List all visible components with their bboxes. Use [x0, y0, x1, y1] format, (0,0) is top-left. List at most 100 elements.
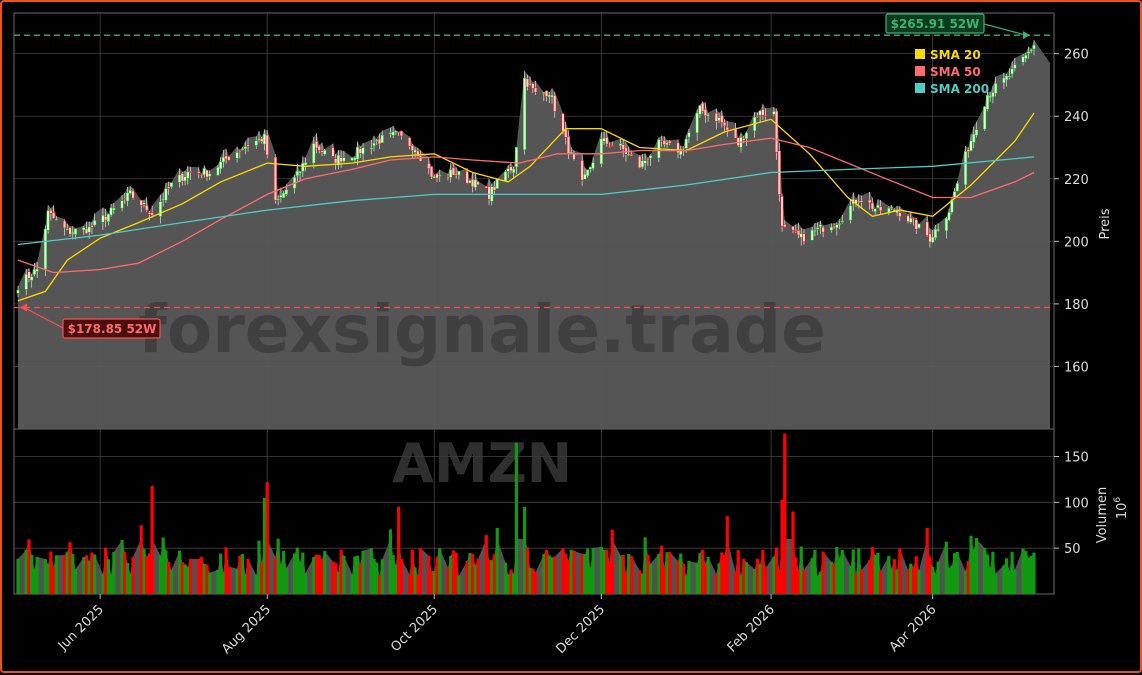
candle-body: [454, 173, 458, 176]
candle-body: [618, 143, 623, 146]
volume-bar: [561, 548, 565, 594]
candle-body: [848, 205, 853, 221]
candle-body: [687, 132, 691, 138]
volume-bar: [816, 575, 820, 594]
volume-tick-label: 50: [1064, 542, 1081, 557]
volume-bar: [722, 555, 727, 594]
volume-bar: [429, 570, 434, 594]
candle-body: [492, 186, 497, 191]
volume-bar: [794, 557, 798, 594]
candle-body: [816, 227, 820, 230]
volume-bar: [744, 562, 749, 594]
volume-bar: [627, 553, 631, 594]
candle-body: [246, 144, 250, 147]
candle-body: [509, 166, 513, 171]
volume-bar: [1026, 557, 1031, 594]
volume-bar: [736, 550, 740, 594]
volume-bar: [629, 556, 634, 594]
candle-body: [183, 176, 187, 182]
volume-bar: [687, 561, 691, 594]
volume-bar: [208, 572, 212, 594]
candle-body: [512, 168, 516, 173]
volume-bar: [588, 567, 592, 594]
volume-bar: [742, 558, 746, 594]
volume-bar: [372, 559, 376, 594]
volume-bar: [353, 556, 357, 594]
candle-body: [1005, 75, 1009, 80]
candle-body: [547, 94, 551, 97]
volume-bar: [717, 563, 721, 594]
volume-bar: [24, 549, 28, 594]
candle-body: [580, 159, 584, 181]
volume-bar: [71, 554, 75, 594]
volume-bar: [177, 550, 182, 594]
volume-bar: [1007, 570, 1011, 594]
volume-bar: [528, 567, 532, 594]
volume-bar: [104, 547, 108, 594]
candle-body: [410, 145, 414, 151]
candle-body: [791, 226, 795, 231]
volume-bar: [725, 516, 729, 594]
x-tick-label: Feb 2026: [725, 602, 778, 655]
volume-bar: [142, 549, 146, 594]
low-52w-arrowhead: [20, 303, 27, 312]
volume-bar: [848, 566, 853, 594]
volume-bar: [638, 570, 642, 594]
candle-body: [416, 150, 420, 157]
volume-bar: [684, 575, 688, 594]
candle-body: [82, 227, 86, 231]
volume-bar: [758, 564, 762, 594]
volume-bar: [284, 567, 288, 594]
volume-bar: [87, 561, 91, 594]
volume-bar: [649, 563, 653, 594]
volume-bar: [465, 561, 469, 594]
candle-body: [265, 134, 269, 156]
candle-body: [868, 199, 872, 204]
candle-body: [93, 220, 97, 226]
volume-bar: [120, 540, 124, 594]
volume-bar: [640, 574, 644, 594]
volume-bar: [681, 563, 686, 594]
candle-body: [947, 212, 951, 221]
volume-bar: [933, 573, 938, 594]
candle-body: [109, 207, 113, 216]
volume-bar: [531, 568, 535, 594]
candle-body: [178, 174, 182, 183]
candle-body: [65, 228, 69, 231]
candle-body: [1026, 51, 1031, 54]
volume-bar: [931, 567, 935, 594]
candle-body: [796, 230, 801, 236]
candle-body: [487, 186, 491, 200]
price-axis-label: Preis: [1098, 208, 1113, 239]
volume-bar: [810, 558, 814, 594]
price-tick-label: 160: [1064, 360, 1089, 375]
price-tick-label: 180: [1064, 298, 1089, 313]
volume-bar: [468, 553, 472, 594]
volume-bar: [974, 537, 979, 594]
volume-bar: [257, 540, 261, 594]
volume-bar: [84, 555, 89, 594]
volume-bar: [303, 573, 308, 594]
price-tick-label: 220: [1064, 173, 1089, 188]
volume-bar: [394, 564, 398, 594]
candle-body: [188, 171, 193, 173]
volume-bar: [599, 546, 603, 594]
volume-bar: [273, 557, 278, 594]
candle-body: [829, 226, 833, 231]
candle-body: [375, 140, 379, 142]
legend-swatch-sma50: [915, 66, 925, 76]
candle-body: [917, 223, 921, 229]
volume-bar: [550, 557, 554, 594]
volume-bar: [391, 555, 395, 594]
candle-body: [1013, 64, 1017, 69]
candle-body: [224, 155, 228, 160]
candle-body: [164, 188, 168, 201]
volume-bar: [662, 566, 666, 594]
candle-body: [312, 143, 316, 164]
candle-body: [1002, 77, 1006, 83]
candle-body: [495, 178, 499, 189]
candle-body: [298, 171, 302, 174]
volume-bar: [82, 557, 86, 594]
volume-bar: [698, 553, 702, 594]
candle-body: [104, 216, 108, 221]
